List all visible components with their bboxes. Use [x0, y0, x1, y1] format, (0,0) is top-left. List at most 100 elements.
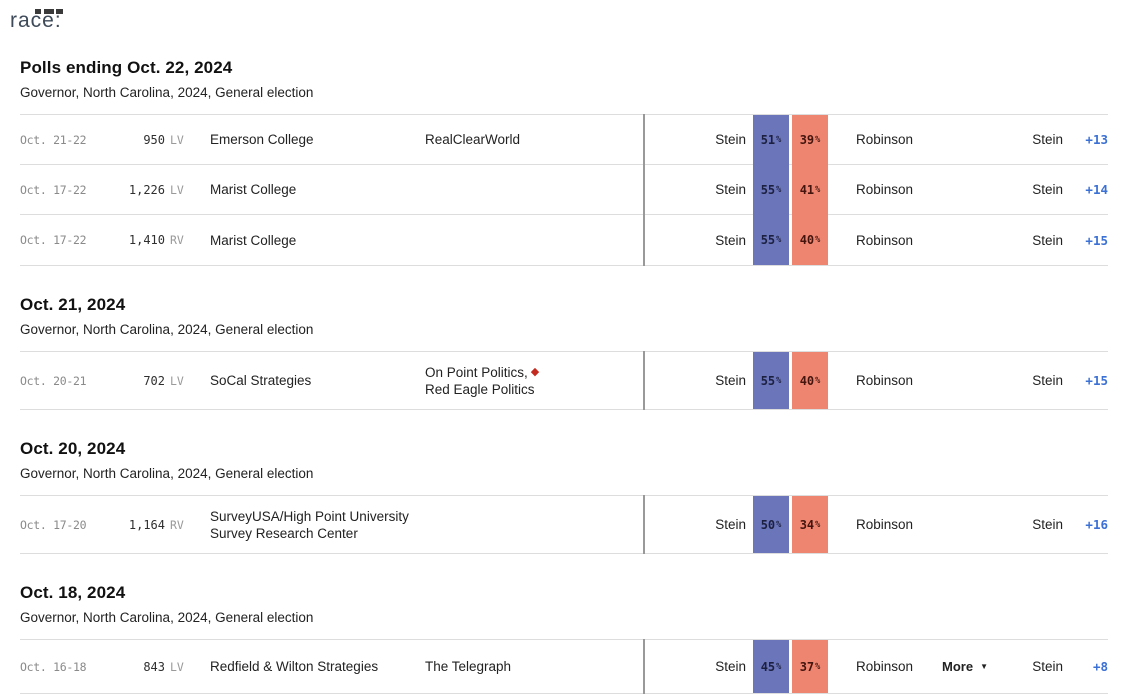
- column-divider: [643, 351, 645, 410]
- sample-size: 1,226 LV: [75, 165, 215, 214]
- result-summary: Stein +15: [908, 215, 1108, 265]
- column-divider: [643, 495, 645, 554]
- sponsor-text: Red Eagle Politics: [425, 381, 535, 397]
- margin-link[interactable]: +14: [1085, 182, 1108, 197]
- poll-table: Oct. 20-21 702 LV SoCal Strategies On Po…: [20, 351, 1108, 410]
- margin-link[interactable]: +15: [1085, 373, 1108, 388]
- caret-down-icon: ▼: [980, 662, 988, 671]
- poll-table: Oct. 17-20 1,164 RV SurveyUSA/High Point…: [20, 495, 1108, 554]
- more-button[interactable]: More ▼: [942, 640, 988, 693]
- leader-label: Stein: [1032, 182, 1063, 197]
- poll-table: Oct. 21-22 950 LV Emerson College RealCl…: [20, 114, 1108, 266]
- margin-link[interactable]: +13: [1085, 132, 1108, 147]
- column-divider: [643, 114, 645, 266]
- poll-dates: Oct. 17-20: [20, 517, 87, 532]
- dem-candidate-label: Stein: [715, 659, 746, 674]
- rep-candidate-label: Robinson: [856, 182, 914, 197]
- sample-population: LV: [170, 373, 184, 388]
- polls-list: Polls ending Oct. 22, 2024 Governor, Nor…: [20, 57, 1108, 694]
- result-summary: Stein +14: [908, 165, 1108, 214]
- poll-table: Oct. 16-18 843 LV Redfield & Wilton Stra…: [20, 639, 1108, 694]
- dem-result-band: [753, 496, 789, 553]
- rep-percent: 39%: [799, 132, 821, 147]
- poll-section: Oct. 20, 2024 Governor, North Carolina, …: [20, 438, 1108, 554]
- dem-result-band: [753, 115, 789, 265]
- sample-number: 1,226: [128, 182, 165, 197]
- rep-candidate-label: Robinson: [856, 659, 914, 674]
- rep-candidate-label: Robinson: [856, 232, 914, 248]
- sample-number: 843: [143, 659, 165, 674]
- result-summary: Stein +8: [908, 640, 1108, 693]
- sample-number: 702: [143, 373, 165, 388]
- dem-percent: 51%: [760, 132, 782, 147]
- column-divider: [643, 639, 645, 694]
- sample-size: 1,164 RV: [75, 496, 215, 553]
- sponsor-text: On Point Politics,: [425, 364, 528, 380]
- poll-row: Oct. 16-18 843 LV Redfield & Wilton Stra…: [20, 640, 1108, 693]
- pollster-name[interactable]: Marist College: [210, 182, 297, 197]
- sample-population: RV: [170, 233, 184, 247]
- dem-candidate-label: Stein: [715, 373, 746, 388]
- sample-population: RV: [170, 517, 184, 532]
- section-heading: Oct. 21, 2024: [20, 295, 126, 314]
- leader-label: Stein: [1032, 659, 1063, 674]
- poll-section: Oct. 21, 2024 Governor, North Carolina, …: [20, 294, 1108, 410]
- sample-population: LV: [170, 182, 184, 197]
- section-subheading: Governor, North Carolina, 2024, General …: [20, 466, 314, 481]
- partisan-diamond-icon: ◆: [530, 365, 540, 378]
- result-summary: Stein +13: [908, 115, 1108, 164]
- sample-number: 1,164: [128, 517, 165, 532]
- sample-size: 843 LV: [75, 640, 215, 693]
- poll-dates: Oct. 16-18: [20, 659, 87, 674]
- margin-link[interactable]: +16: [1085, 517, 1108, 532]
- rep-result-band: [792, 352, 828, 409]
- poll-row: Oct. 21-22 950 LV Emerson College RealCl…: [20, 115, 1108, 165]
- poll-row: Oct. 17-22 1,410 RV Marist College Stein…: [20, 215, 1108, 265]
- poll-dates: Oct. 20-21: [20, 373, 87, 388]
- section-heading: Oct. 18, 2024: [20, 583, 126, 602]
- dem-candidate-label: Stein: [715, 517, 746, 532]
- sponsor: [425, 496, 627, 553]
- pollster-name[interactable]: SoCal Strategies: [210, 373, 312, 388]
- dem-percent: 55%: [760, 182, 782, 197]
- sample-size: 702 LV: [75, 352, 215, 409]
- rep-percent: 41%: [799, 182, 821, 197]
- poll-dates: Oct. 17-22: [20, 233, 87, 247]
- leader-label: Stein: [1032, 232, 1063, 248]
- sample-population: LV: [170, 132, 184, 147]
- dem-percent: 55%: [760, 373, 782, 388]
- section-heading: Oct. 20, 2024: [20, 439, 126, 458]
- section-heading: Polls ending Oct. 22, 2024: [20, 58, 233, 77]
- sample-population: LV: [170, 659, 184, 674]
- sample-size: 1,410 RV: [75, 215, 215, 265]
- rep-percent: 40%: [799, 233, 821, 247]
- pollster-name[interactable]: Emerson College: [210, 132, 314, 147]
- pollster-name[interactable]: SurveyUSA/High Point University Survey R…: [210, 508, 409, 541]
- poll-section: Polls ending Oct. 22, 2024 Governor, Nor…: [20, 57, 1108, 266]
- rep-percent: 37%: [799, 659, 821, 674]
- poll-row: Oct. 17-20 1,164 RV SurveyUSA/High Point…: [20, 496, 1108, 553]
- race-label: race:: [10, 9, 62, 32]
- pollster-name[interactable]: Marist College: [210, 232, 297, 248]
- rep-candidate-label: Robinson: [856, 373, 914, 388]
- sponsor-text: RealClearWorld: [425, 132, 521, 147]
- section-subheading: Governor, North Carolina, 2024, General …: [20, 610, 314, 625]
- dem-percent: 45%: [760, 659, 782, 674]
- dem-percent: 50%: [760, 517, 782, 532]
- sponsor: RealClearWorld: [425, 115, 627, 164]
- clipped-text-artifact: [35, 9, 63, 14]
- result-summary: Stein +15: [908, 352, 1108, 409]
- dem-candidate-label: Stein: [715, 132, 746, 147]
- poll-dates: Oct. 21-22: [20, 132, 87, 147]
- result-summary: Stein +16: [908, 496, 1108, 553]
- sample-size: 950 LV: [75, 115, 215, 164]
- dem-percent: 55%: [760, 233, 782, 247]
- sponsor-text: The Telegraph: [425, 659, 512, 674]
- pollster-name[interactable]: Redfield & Wilton Strategies: [210, 659, 379, 674]
- rep-candidate-label: Robinson: [856, 132, 914, 147]
- margin-link[interactable]: +8: [1092, 659, 1108, 674]
- leader-label: Stein: [1032, 373, 1063, 388]
- dem-candidate-label: Stein: [715, 232, 746, 248]
- leader-label: Stein: [1032, 517, 1063, 532]
- margin-link[interactable]: +15: [1085, 232, 1108, 248]
